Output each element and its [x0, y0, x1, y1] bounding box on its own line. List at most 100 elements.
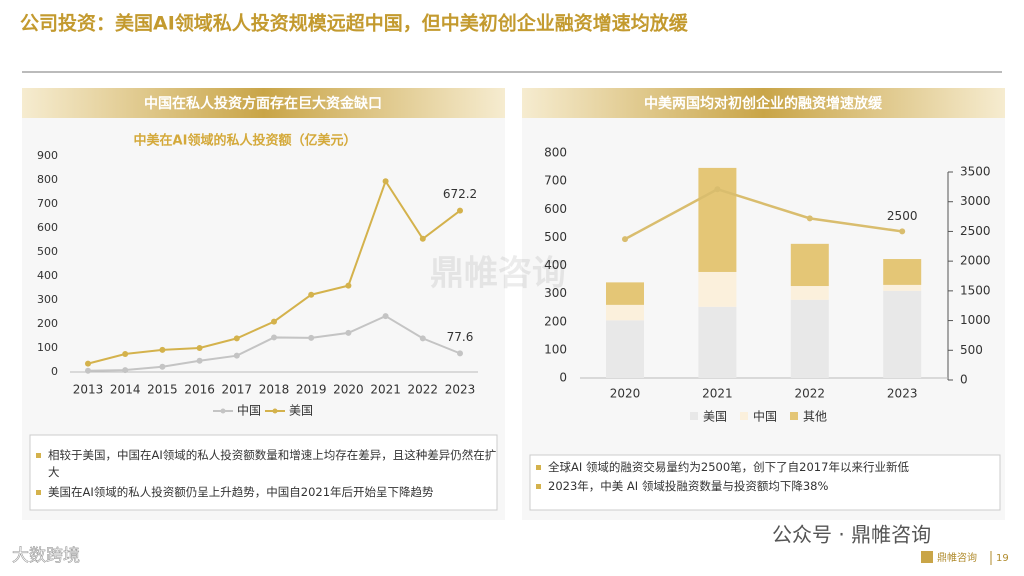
legend-swatch — [790, 412, 798, 420]
point — [345, 329, 352, 336]
point — [196, 345, 203, 351]
note: 2023年，中美 AI 领域投融资数量与投资额均下降38% — [536, 478, 1003, 495]
data-label: 77.6 — [447, 330, 474, 344]
data-label: 672.2 — [443, 187, 477, 201]
point — [85, 360, 91, 367]
y2-tick-label: 1500 — [960, 283, 991, 297]
legend-swatch — [690, 412, 698, 420]
point — [345, 282, 352, 289]
x-tick-label: 2020 — [610, 387, 641, 401]
x-tick-label: 2017 — [222, 383, 253, 397]
bar-segment — [606, 304, 644, 321]
y-tick-label: 800 — [37, 173, 58, 186]
x-tick-label: 2023 — [445, 383, 476, 397]
point — [382, 178, 389, 185]
bar-segment — [698, 271, 737, 307]
bar-segment — [606, 282, 644, 305]
y2-tick-label: 3500 — [960, 165, 991, 179]
y-tick-label: 600 — [37, 221, 58, 234]
x-tick-label: 2021 — [370, 383, 401, 397]
chart-title: 中美在AI领域的私人投资额（亿美元） — [134, 133, 357, 149]
y-tick-label: 900 — [37, 149, 58, 162]
y-tick-label: 500 — [544, 230, 567, 244]
x-tick-label: 2013 — [73, 383, 104, 397]
point — [899, 228, 906, 235]
x-tick-label: 2019 — [296, 383, 327, 397]
left-note-box — [29, 434, 498, 511]
corner-watermark: 大数跨境 — [12, 546, 80, 566]
bar-segment — [883, 290, 922, 378]
watermark: 鼎帷咨询 — [430, 254, 566, 294]
right-note-box — [529, 454, 1001, 511]
page-number: 19 — [996, 553, 1009, 564]
legend-label: 美国 — [703, 410, 727, 424]
point — [714, 186, 721, 193]
bar-segment — [883, 284, 922, 291]
y-tick-label: 500 — [37, 245, 58, 258]
y-tick-label: 100 — [544, 342, 567, 356]
point — [159, 363, 166, 370]
data-label: 2500 — [887, 209, 918, 223]
y-tick-label: 0 — [559, 371, 567, 385]
point — [159, 346, 166, 353]
bar-segment — [790, 299, 829, 378]
left-header-bar — [22, 88, 505, 118]
left-header: 中国在私人投资方面存在巨大资金缺口 — [144, 95, 382, 112]
line — [624, 187, 903, 241]
point — [308, 334, 315, 341]
point — [271, 318, 277, 325]
right-header: 中美两国均对初创企业的融资增速放缓 — [644, 95, 883, 112]
point — [122, 351, 129, 357]
y2-tick-label: 2500 — [960, 224, 991, 238]
x-tick-label: 2023 — [887, 387, 918, 401]
point — [457, 207, 463, 214]
legend-label: 中国 — [753, 409, 777, 424]
x-tick-label: 2015 — [147, 383, 178, 397]
point — [233, 335, 240, 342]
y2-tick-label: 3000 — [960, 194, 991, 208]
y-tick-label: 600 — [544, 202, 567, 216]
y-tick-label: 700 — [544, 174, 567, 188]
legend-label: 中国 — [237, 403, 261, 418]
bar-segment — [698, 167, 737, 272]
point — [308, 291, 315, 298]
y-tick-label: 300 — [37, 293, 58, 306]
bar-segment — [883, 259, 922, 285]
y-tick-label: 700 — [37, 197, 58, 210]
x-tick-label: 2020 — [333, 383, 364, 397]
point — [271, 334, 277, 341]
y-tick-label: 400 — [37, 269, 58, 282]
y2-tick-label: 1000 — [960, 313, 991, 327]
brand-icon — [921, 551, 933, 563]
bar-segment — [790, 286, 829, 300]
point — [622, 236, 628, 243]
note: 相较于美国，中国在AI领域的私人投资额数量和增速上均存在差异，且这种差异仍然在扩… — [36, 447, 498, 481]
y-tick-label: 400 — [544, 258, 567, 272]
y-tick-label: 0 — [51, 365, 58, 378]
right-header-bar — [522, 88, 1005, 118]
legend-marker — [272, 408, 278, 414]
point — [457, 350, 463, 357]
x-tick-label: 2014 — [110, 383, 141, 397]
y-tick-label: 200 — [544, 314, 567, 328]
x-tick-label: 2022 — [795, 387, 826, 401]
legend-swatch — [740, 412, 748, 420]
legend-label: 其他 — [803, 410, 827, 424]
bar-segment — [606, 320, 644, 378]
point — [382, 313, 389, 320]
point — [419, 235, 426, 242]
x-tick-label: 2016 — [184, 383, 215, 397]
y2-tick-label: 0 — [960, 373, 968, 387]
legend-label: 美国 — [289, 404, 313, 418]
y2-tick-label: 500 — [960, 343, 983, 357]
y2-tick-label: 2000 — [960, 254, 991, 268]
legend-marker — [220, 408, 226, 414]
footer-brand: 鼎帷咨询 — [937, 551, 977, 564]
bar-segment — [790, 243, 829, 287]
point — [85, 367, 91, 374]
point — [806, 215, 813, 222]
y-tick-label: 100 — [37, 341, 58, 354]
wechat-label: 公众号 · 鼎帷咨询 — [772, 523, 931, 547]
